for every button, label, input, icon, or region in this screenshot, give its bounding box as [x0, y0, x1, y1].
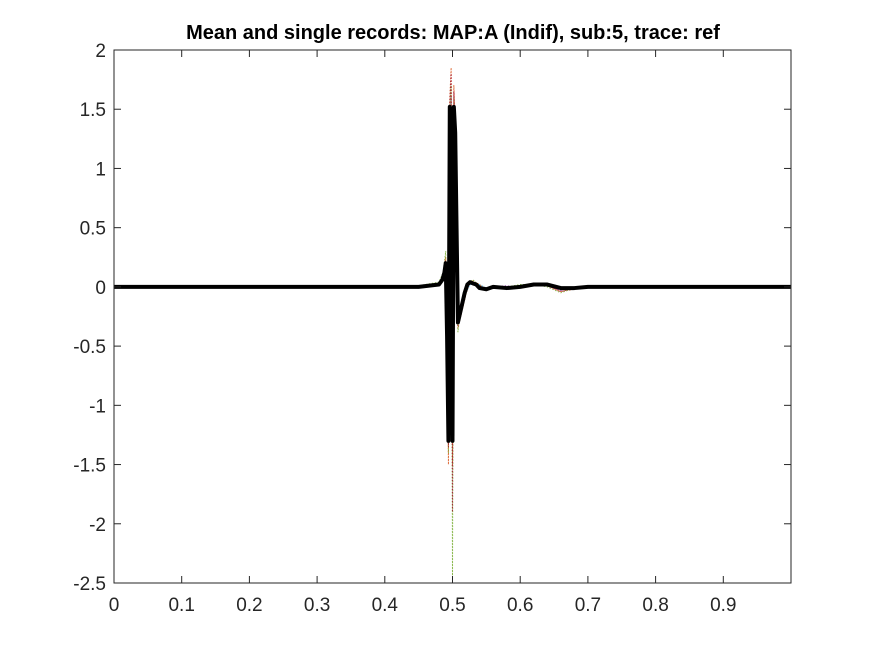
y-tick-label: 1.5 [80, 100, 106, 121]
mean-series-line [114, 104, 791, 443]
y-tick-label: -2 [89, 515, 106, 536]
x-tick-label: 0.2 [236, 595, 262, 616]
y-tick-label: -2.5 [73, 574, 106, 595]
axes-box [113, 49, 792, 584]
x-tick-label: 0.7 [575, 595, 601, 616]
y-tick-label: 2 [95, 41, 106, 62]
x-tick-label: 0.9 [710, 595, 736, 616]
y-tick-label: -1.5 [73, 456, 106, 477]
x-tick-label: 0 [109, 595, 120, 616]
y-axis: 2 1.5 1 0.5 0 -0.5 -1 -1.5 -2 -2.5 [73, 41, 791, 595]
x-tick-label: 0.4 [372, 595, 399, 616]
series-layer [114, 67, 791, 583]
x-tick-label: 0.5 [439, 595, 465, 616]
y-tick-label: -1 [89, 396, 106, 417]
chart-title: Mean and single records: MAP:A (Indif), … [186, 22, 720, 44]
x-tick-label: 0.3 [304, 595, 330, 616]
y-tick-label: -0.5 [73, 337, 106, 358]
x-tick-label: 0.1 [168, 595, 194, 616]
x-axis: 0 0.1 0.2 0.3 0.4 0.5 0.6 0.7 0.8 0.9 [109, 50, 737, 616]
y-tick-label: 0 [95, 278, 106, 299]
y-tick-label: 1 [95, 159, 106, 180]
y-tick-label: 0.5 [80, 219, 106, 240]
x-tick-label: 0.8 [642, 595, 668, 616]
x-tick-label: 0.6 [507, 595, 533, 616]
